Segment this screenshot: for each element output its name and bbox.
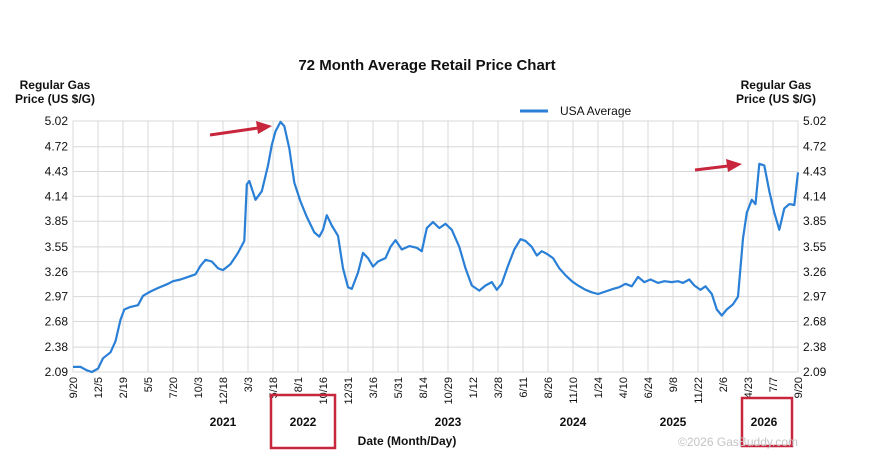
y-tick-label-left: 4.72 — [45, 140, 69, 154]
legend-label: USA Average — [560, 104, 631, 118]
highlight-box-2026 — [740, 396, 794, 448]
y-tick-label-left: 2.38 — [45, 340, 69, 354]
y-tick-label-left: 3.85 — [45, 214, 69, 228]
x-tick-label: 12/5 — [93, 377, 105, 398]
x-tick-label: 11/22 — [693, 377, 705, 404]
x-tick-label: 8/26 — [543, 377, 555, 398]
y-tick-label-right: 3.85 — [803, 214, 827, 228]
x-tick-label: 5/18 — [268, 377, 280, 398]
x-tick-label: 1/24 — [593, 377, 605, 398]
x-tick-label: 2/19 — [118, 377, 130, 398]
x-tick-label: 5/5 — [143, 377, 155, 392]
y-tick-label-left: 3.55 — [45, 240, 69, 254]
right-axis-title-line1: Regular Gas — [741, 78, 812, 92]
x-tick-label: 10/3 — [193, 377, 205, 398]
year-label: 2021 — [210, 415, 237, 429]
year-label: 2024 — [560, 415, 587, 429]
y-tick-label-left: 2.97 — [45, 290, 69, 304]
x-tick-label: 3/28 — [493, 377, 505, 398]
x-tick-label: 12/31 — [343, 377, 355, 405]
x-tick-label: 1/12 — [468, 377, 480, 398]
x-axis: 9/20 12/5 2/19 5/5 7/20 10/3 12/18 3/3 5/18 8/1 10… — [68, 377, 805, 405]
x-tick-label: 3/3 — [243, 377, 255, 392]
left-axis-title-line2: Price (US $/G) — [15, 92, 95, 106]
gridlines — [72, 120, 799, 373]
x-axis-title: Date (Month/Day) — [358, 434, 457, 448]
x-tick-label: 7/7 — [768, 377, 780, 392]
y-tick-label-left: 4.14 — [45, 189, 69, 203]
x-tick-label: 5/31 — [393, 377, 405, 398]
x-tick-label: 9/8 — [668, 377, 680, 392]
y-tick-label-left: 4.43 — [45, 165, 69, 179]
right-axis-title-line2: Price (US $/G) — [736, 92, 816, 106]
y-tick-label-right: 2.09 — [803, 365, 827, 379]
y-tick-label-right: 5.02 — [803, 114, 827, 128]
x-tick-label: 8/1 — [293, 377, 305, 392]
peak-arrow-2026 — [694, 159, 742, 172]
x-tick-label: 11/10 — [568, 377, 580, 404]
y-tick-label-right: 3.55 — [803, 240, 827, 254]
year-labels: 2021 2022 2023 2024 2025 2026 — [210, 415, 778, 429]
x-tick-label: 2/6 — [718, 377, 730, 392]
x-tick-label: 6/11 — [518, 377, 530, 398]
y-tick-label-right: 2.38 — [803, 340, 827, 354]
left-y-axis: 5.02 4.72 4.43 4.14 3.85 3.55 3.26 2.97 2.68 2.38… — [45, 114, 69, 379]
watermark: ©2026 GasBuddy.com — [678, 435, 798, 449]
left-axis-title-line1: Regular Gas — [20, 78, 91, 92]
x-tick-label: 12/18 — [218, 377, 230, 405]
y-tick-label-left: 2.68 — [45, 314, 69, 328]
year-label: 2022 — [290, 415, 317, 429]
x-tick-label: 3/16 — [368, 377, 380, 398]
x-tick-label: 10/29 — [443, 377, 455, 405]
y-tick-label-left: 2.09 — [45, 365, 69, 379]
x-tick-label: 8/14 — [418, 377, 430, 398]
x-tick-label: 9/20 — [68, 377, 80, 398]
y-tick-label-left: 3.26 — [45, 265, 69, 279]
x-tick-label: 9/20 — [793, 377, 805, 398]
y-tick-label-right: 4.43 — [803, 165, 827, 179]
chart-title: 72 Month Average Retail Price Chart — [298, 57, 555, 74]
series-line-usa-average — [73, 120, 800, 374]
y-tick-label-right: 4.14 — [803, 189, 827, 203]
y-tick-label-right: 2.97 — [803, 290, 827, 304]
x-tick-label: 4/23 — [743, 377, 755, 398]
x-tick-label: 7/20 — [168, 377, 180, 398]
year-label: 2025 — [660, 415, 687, 429]
x-tick-label: 6/24 — [643, 377, 655, 398]
y-tick-label-right: 2.68 — [803, 314, 827, 328]
highlight-box-2022 — [269, 393, 337, 450]
y-tick-label-right: 3.26 — [803, 265, 827, 279]
y-tick-label-right: 4.72 — [803, 140, 827, 154]
x-tick-label: 4/10 — [618, 377, 630, 398]
y-tick-label-left: 5.02 — [45, 114, 69, 128]
right-y-axis: 5.02 4.72 4.43 4.14 3.85 3.55 3.26 2.97 2.68 2.38… — [803, 114, 827, 379]
peak-arrow-2022 — [209, 121, 272, 137]
x-tick-label: 10/16 — [318, 377, 330, 405]
year-label: 2026 — [751, 415, 778, 429]
year-label: 2023 — [435, 415, 462, 429]
